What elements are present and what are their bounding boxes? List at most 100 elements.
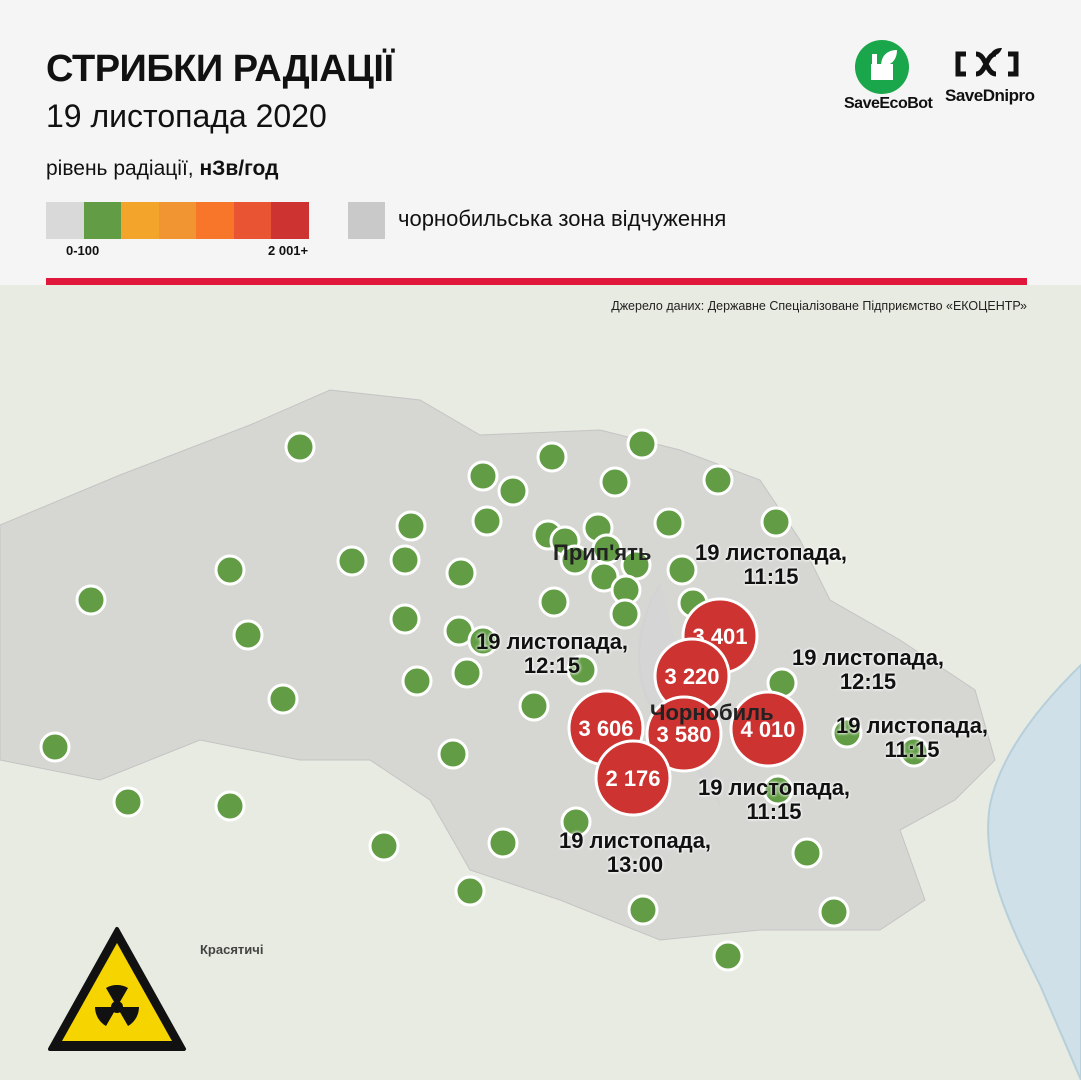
- scale-step: [196, 202, 234, 239]
- station-marker[interactable]: [831, 717, 863, 749]
- station-marker[interactable]: [626, 428, 658, 460]
- measurement-time-label: 19 листопада, 12:15: [476, 630, 628, 678]
- station-marker[interactable]: [560, 806, 592, 838]
- place-pripyat: Прип'ять: [553, 540, 652, 565]
- spike-marker[interactable]: 4 010: [729, 690, 807, 768]
- station-marker[interactable]: [267, 683, 299, 715]
- station-marker[interactable]: [791, 837, 823, 869]
- station-marker[interactable]: [898, 736, 930, 768]
- color-scale: [46, 202, 309, 239]
- station-marker[interactable]: [39, 731, 71, 763]
- unit: нЗв/год: [199, 157, 279, 180]
- scale-step: [233, 202, 271, 239]
- station-marker[interactable]: [712, 940, 744, 972]
- measurement-time-label: 19 листопада, 11:15: [836, 714, 988, 762]
- scale-max-label: 2 001+: [268, 243, 309, 258]
- station-marker[interactable]: [395, 510, 427, 542]
- date-subtitle: 19 листопада 2020: [46, 98, 327, 134]
- label-time: 12:15: [523, 653, 581, 678]
- saveecobot-logo-icon: [855, 40, 909, 94]
- station-marker[interactable]: [467, 625, 499, 657]
- unit-label: рівень радіації, нЗв/год: [46, 157, 278, 181]
- station-marker[interactable]: [538, 586, 570, 618]
- label-time: 12:15: [839, 669, 897, 694]
- station-marker[interactable]: [75, 584, 107, 616]
- label-date: 19 листопада,: [835, 713, 989, 738]
- station-marker[interactable]: [437, 738, 469, 770]
- station-marker[interactable]: [336, 545, 368, 577]
- station-marker[interactable]: [818, 896, 850, 928]
- station-marker[interactable]: [653, 507, 685, 539]
- label-time: 11:15: [884, 737, 940, 762]
- station-marker[interactable]: [232, 619, 264, 651]
- scale-step: [158, 202, 196, 239]
- spike-marker[interactable]: 3 580: [645, 695, 723, 773]
- station-marker[interactable]: [214, 790, 246, 822]
- saveecobot-logo-text: SaveEcoBot: [844, 95, 933, 112]
- spike-circle: [645, 695, 723, 773]
- station-marker[interactable]: [518, 690, 550, 722]
- station-marker[interactable]: [497, 475, 529, 507]
- zone-label: чорнобильська зона відчуження: [398, 206, 727, 231]
- measurement-time-label: 19 листопада, 13:00: [559, 829, 711, 877]
- measurement-time-label: 19 листопада, 11:15: [695, 541, 847, 589]
- spike-value: 3 580: [656, 722, 711, 747]
- station-marker[interactable]: [666, 554, 698, 586]
- label-date: 19 листопада,: [694, 540, 848, 565]
- station-marker[interactable]: [214, 554, 246, 586]
- savednipro-logo-icon: [955, 48, 1019, 77]
- label-date: 19 листопада,: [697, 775, 851, 800]
- label-date: 19 листопада,: [791, 645, 945, 670]
- scale-step: [46, 202, 84, 239]
- header: СТРИБКИ РАДІАЦІЇ 19 листопада 2020 рівен…: [0, 0, 1081, 285]
- spike-circle: [729, 690, 807, 768]
- savednipro-logo-text: SaveDnipro: [945, 86, 1035, 105]
- station-marker[interactable]: [702, 464, 734, 496]
- station-marker[interactable]: [559, 544, 591, 576]
- scale-step: [271, 202, 309, 239]
- station-marker[interactable]: [471, 505, 503, 537]
- spike-value: 4 010: [740, 717, 795, 742]
- label-date: 19 листопада,: [475, 629, 629, 654]
- scale-min-label: 0-100: [66, 243, 100, 258]
- unit-prefix: рівень радіації,: [46, 157, 200, 180]
- label-time: 13:00: [606, 852, 664, 877]
- spike-value: 3 606: [578, 716, 633, 741]
- station-marker[interactable]: [760, 506, 792, 538]
- spike-value: 3 220: [664, 664, 719, 689]
- station-marker[interactable]: [389, 603, 421, 635]
- page-title: СТРИБКИ РАДІАЦІЇ: [46, 48, 394, 90]
- station-marker[interactable]: [284, 431, 316, 463]
- label-time: 11:15: [746, 799, 802, 824]
- data-source: Джерело даних: Державне Спеціалізоване П…: [611, 299, 1027, 313]
- spike-marker[interactable]: 2 176: [594, 739, 672, 817]
- station-marker[interactable]: [401, 665, 433, 697]
- scale-step: [121, 202, 159, 239]
- station-marker[interactable]: [609, 598, 641, 630]
- station-marker[interactable]: [762, 774, 794, 806]
- scale-step: [83, 202, 121, 239]
- place-krasiatychi: Красятичі: [200, 942, 264, 957]
- measurement-time-label: 19 листопада, 12:15: [792, 646, 944, 694]
- station-marker[interactable]: [599, 466, 631, 498]
- station-marker[interactable]: [536, 441, 568, 473]
- station-marker[interactable]: [368, 830, 400, 862]
- station-marker[interactable]: [627, 894, 659, 926]
- place-chornobyl: Чорнобиль: [650, 700, 774, 725]
- label-time: 11:15: [743, 564, 799, 589]
- station-marker[interactable]: [487, 827, 519, 859]
- spike-value: 2 176: [605, 766, 660, 791]
- station-marker[interactable]: [454, 875, 486, 907]
- station-marker[interactable]: [389, 544, 421, 576]
- exclusion-zone: [0, 389, 996, 941]
- station-marker[interactable]: [112, 786, 144, 818]
- station-marker[interactable]: [451, 657, 483, 689]
- spike-circle: [594, 739, 672, 817]
- station-marker[interactable]: [566, 654, 598, 686]
- zone-swatch: [348, 202, 385, 239]
- accent-divider: [46, 278, 1027, 285]
- station-marker[interactable]: [467, 460, 499, 492]
- radiation-warning-icon: [48, 927, 186, 1051]
- station-marker[interactable]: [445, 557, 477, 589]
